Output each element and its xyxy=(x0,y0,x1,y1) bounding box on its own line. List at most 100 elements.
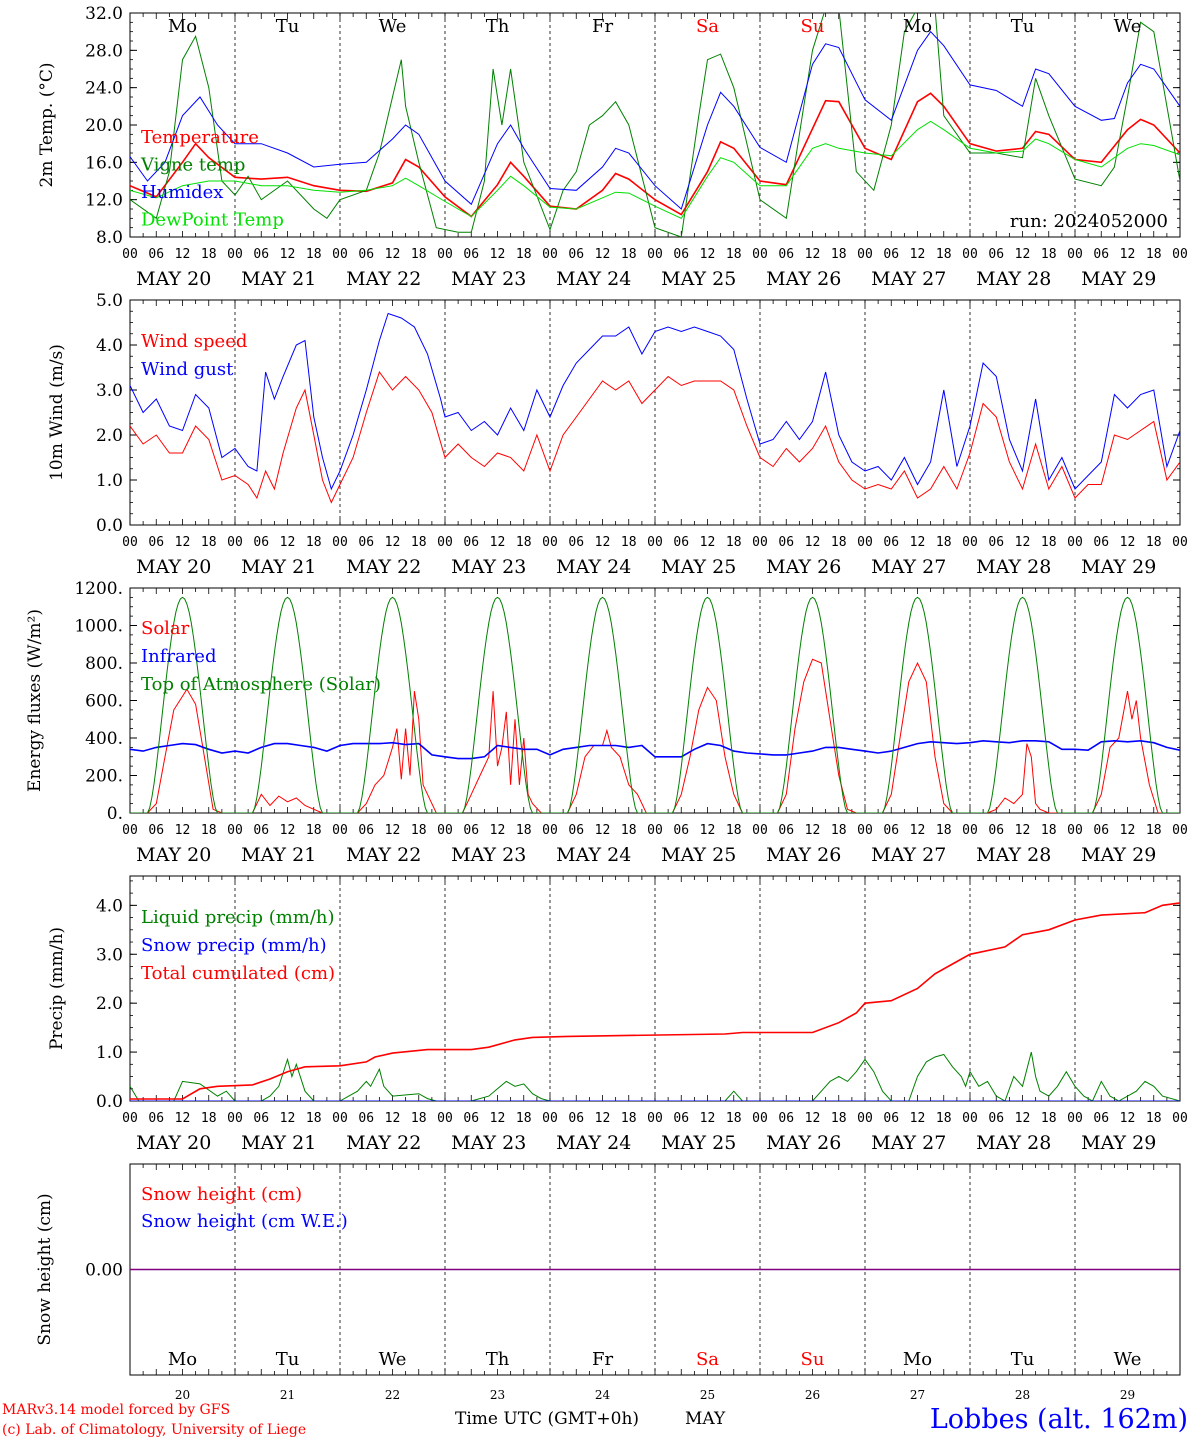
series-group xyxy=(130,596,1180,813)
hour-label: 06 xyxy=(883,823,899,838)
hour-label: 06 xyxy=(988,1111,1004,1126)
y-tick-label: 2.0 xyxy=(96,994,123,1014)
hour-label: 12 xyxy=(175,535,191,550)
date-label: MAY 25 xyxy=(661,556,736,578)
hour-label: 12 xyxy=(385,535,401,550)
date-label: MAY 27 xyxy=(871,844,946,866)
hour-label: 00 xyxy=(332,247,348,262)
hour-label: 18 xyxy=(306,247,322,262)
hour-label: 12 xyxy=(490,1111,506,1126)
hour-label: 12 xyxy=(700,1111,716,1126)
weekday-label: We xyxy=(1114,1349,1142,1370)
hour-label: 12 xyxy=(385,1111,401,1126)
y-tick-label: 2.0 xyxy=(96,426,123,446)
hour-label: 18 xyxy=(621,535,637,550)
hour-label: 06 xyxy=(253,1111,269,1126)
hour-label: 12 xyxy=(910,823,926,838)
y-tick-label: 0. xyxy=(107,804,123,824)
hour-label: 00 xyxy=(1172,1111,1188,1126)
hour-label: 18 xyxy=(1041,823,1057,838)
hour-label: 00 xyxy=(857,823,873,838)
date-label: MAY 27 xyxy=(871,556,946,578)
hour-label: 18 xyxy=(831,247,847,262)
legend-entry: Solar xyxy=(141,618,190,639)
hour-label: 12 xyxy=(1015,247,1031,262)
hour-label: 06 xyxy=(1093,823,1109,838)
weekday-label: Mo xyxy=(903,16,932,37)
hour-label: 00 xyxy=(962,535,978,550)
hour-label: 00 xyxy=(332,535,348,550)
series-wind-gust xyxy=(130,312,1180,491)
hour-label: 18 xyxy=(201,1111,217,1126)
legend-entry: Wind speed xyxy=(141,331,247,352)
weekday-label: Sa xyxy=(696,16,719,37)
month-label: MAY xyxy=(685,1409,726,1429)
date-label: MAY 23 xyxy=(451,268,526,290)
date-label: MAY 22 xyxy=(346,1132,421,1154)
y-axis-title: Energy fluxes (W/m²) xyxy=(25,609,45,792)
hour-label: 06 xyxy=(463,247,479,262)
hour-label: 18 xyxy=(516,535,532,550)
date-label: MAY 25 xyxy=(661,1132,736,1154)
series-group xyxy=(130,13,1180,237)
hour-label: 06 xyxy=(358,535,374,550)
hour-label: 00 xyxy=(1067,823,1083,838)
weekday-label: Sa xyxy=(696,1349,719,1370)
day-number-label: 22 xyxy=(385,1388,400,1402)
hour-label: 00 xyxy=(227,247,243,262)
date-label: MAY 29 xyxy=(1081,268,1156,290)
day-number-label: 25 xyxy=(700,1388,715,1402)
legend-entry: Liquid precip (mm/h) xyxy=(141,907,335,928)
hour-label: 18 xyxy=(1146,247,1162,262)
day-number-label: 27 xyxy=(910,1388,925,1402)
hour-label: 06 xyxy=(988,247,1004,262)
hour-label: 00 xyxy=(857,1111,873,1126)
x-axis-title: Time UTC (GMT+0h) xyxy=(455,1409,639,1429)
day-number-label: 23 xyxy=(490,1388,505,1402)
legend-entry: Top of Atmosphere (Solar) xyxy=(141,674,381,695)
hour-label: 00 xyxy=(542,1111,558,1126)
legend-entry: Snow height (cm W.E.) xyxy=(141,1211,348,1232)
hour-label: 00 xyxy=(227,823,243,838)
hour-label: 12 xyxy=(175,1111,191,1126)
weekday-label: Su xyxy=(801,1349,825,1370)
hour-label: 06 xyxy=(778,823,794,838)
hour-label: 00 xyxy=(227,1111,243,1126)
y-tick-label: 8.0 xyxy=(96,228,123,248)
hour-label: 12 xyxy=(700,823,716,838)
hour-label: 06 xyxy=(253,535,269,550)
hour-label: 00 xyxy=(1067,247,1083,262)
hour-label: 06 xyxy=(463,535,479,550)
y-tick-label: 4.0 xyxy=(96,896,123,916)
hour-label: 12 xyxy=(700,535,716,550)
hour-label: 18 xyxy=(1041,535,1057,550)
panel-1: 8.0 12.0 16.0 20.0 24.0 28.0 32.0 2m Temp. (°C)… xyxy=(37,4,1188,290)
weekday-label: Tu xyxy=(1011,16,1035,37)
hour-label: 00 xyxy=(647,1111,663,1126)
hour-label: 18 xyxy=(201,535,217,550)
weekday-label: Fr xyxy=(592,16,613,37)
hour-label: 00 xyxy=(122,823,138,838)
date-label: MAY 22 xyxy=(346,844,421,866)
y-tick-label: 4.0 xyxy=(96,336,123,356)
y-tick-label: 1.0 xyxy=(96,471,123,491)
series-solar xyxy=(130,658,1180,813)
hour-label: 18 xyxy=(201,823,217,838)
weekday-label: Tu xyxy=(276,1349,300,1370)
hour-label: 00 xyxy=(962,247,978,262)
hour-label: 06 xyxy=(883,1111,899,1126)
date-label: MAY 22 xyxy=(346,268,421,290)
hour-label: 12 xyxy=(280,823,296,838)
hour-label: 00 xyxy=(437,247,453,262)
series-top-of-atmosphere-solar xyxy=(130,596,1180,813)
hour-label: 00 xyxy=(1172,823,1188,838)
hour-label: 12 xyxy=(1015,823,1031,838)
hour-label: 00 xyxy=(542,535,558,550)
chart-panels: 8.0 12.0 16.0 20.0 24.0 28.0 32.0 2m Temp. (°C)… xyxy=(25,4,1188,1402)
date-label: MAY 29 xyxy=(1081,1132,1156,1154)
footer: MARv3.14 model forced by GFS (c) Lab. of… xyxy=(2,1402,1188,1438)
hour-label: 00 xyxy=(1067,1111,1083,1126)
day-number-label: 21 xyxy=(280,1388,295,1402)
hour-label: 06 xyxy=(148,535,164,550)
